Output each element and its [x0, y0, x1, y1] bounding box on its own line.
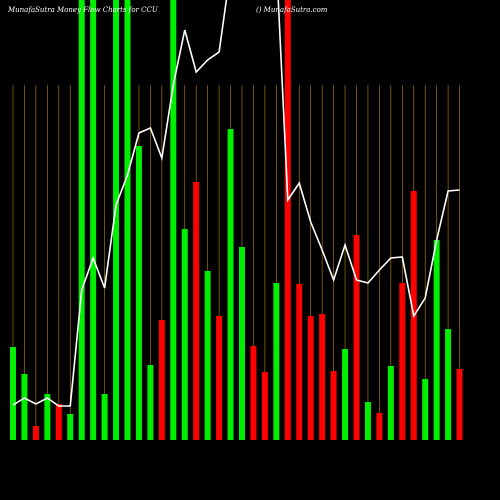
bar — [319, 314, 326, 440]
bar — [32, 426, 39, 440]
bar — [158, 320, 165, 440]
bars — [10, 0, 463, 440]
bar — [456, 369, 463, 440]
bar — [135, 146, 142, 440]
bar — [170, 0, 177, 440]
bar — [250, 346, 257, 440]
bar — [147, 365, 154, 440]
bar — [216, 316, 223, 440]
bar — [330, 371, 337, 440]
bar — [387, 366, 394, 440]
line-layer — [12, 0, 460, 407]
bar — [284, 0, 291, 440]
bar — [78, 0, 85, 440]
bar — [307, 316, 314, 440]
bar — [101, 394, 108, 440]
bar — [433, 240, 440, 440]
bar — [193, 182, 200, 440]
chart-title: MunafaSutra Money Flow Charts for CCU — [7, 6, 159, 14]
bar — [44, 394, 51, 440]
bar — [227, 129, 234, 440]
bar — [399, 283, 406, 440]
bar — [353, 235, 360, 440]
bar — [181, 229, 188, 440]
bar — [239, 247, 245, 440]
bar — [113, 0, 120, 440]
bar — [445, 329, 452, 440]
bar — [67, 414, 74, 440]
bar — [376, 413, 383, 440]
money-flow-line — [12, 0, 460, 407]
bar — [273, 283, 280, 440]
bar — [90, 0, 97, 440]
bar — [204, 271, 211, 440]
bar — [124, 0, 131, 440]
bar — [55, 404, 62, 440]
bar — [261, 372, 268, 440]
bar — [422, 379, 429, 440]
bar — [21, 374, 28, 440]
bar — [364, 402, 371, 440]
bar — [342, 349, 349, 440]
source: () MunafaSutra.com — [256, 6, 328, 14]
bar — [296, 284, 303, 440]
bar — [10, 347, 16, 440]
